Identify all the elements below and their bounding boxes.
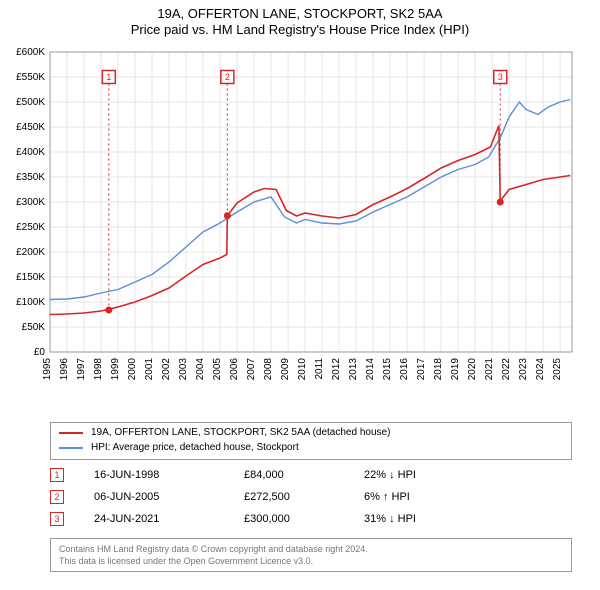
svg-text:1997: 1997 [76,358,87,381]
svg-text:£150K: £150K [16,272,45,283]
legend-item-price: 19A, OFFERTON LANE, STOCKPORT, SK2 5AA (… [59,426,563,441]
sale-row-2: 2 06-JUN-2005 £272,500 6% ↑ HPI [50,486,572,508]
svg-text:2013: 2013 [348,358,359,381]
chart-svg: £0 £50K £100K £150K £200K £250K £300K £350K £400… [0,44,600,414]
svg-text:2: 2 [225,72,230,82]
svg-text:2014: 2014 [365,358,376,381]
footer-line1: Contains HM Land Registry data © Crown c… [59,543,563,555]
svg-text:2008: 2008 [263,358,274,381]
attribution-footer: Contains HM Land Registry data © Crown c… [50,538,572,572]
svg-text:£350K: £350K [16,172,45,183]
svg-text:£50K: £50K [22,322,46,333]
legend-label-hpi: HPI: Average price, detached house, Stoc… [91,441,299,456]
sale-marker-2-icon: 2 [50,490,64,504]
legend-label-price: 19A, OFFERTON LANE, STOCKPORT, SK2 5AA (… [91,426,390,441]
svg-text:£200K: £200K [16,247,45,258]
svg-text:2015: 2015 [382,358,393,381]
svg-text:2022: 2022 [501,358,512,381]
chart-title: 19A, OFFERTON LANE, STOCKPORT, SK2 5AA P… [0,0,600,39]
svg-text:£300K: £300K [16,197,45,208]
title-line2: Price paid vs. HM Land Registry's House … [0,22,600,38]
svg-text:2016: 2016 [399,358,410,381]
svg-text:2009: 2009 [280,358,291,381]
svg-text:2023: 2023 [518,358,529,381]
sale-marker-3-icon: 3 [50,512,64,526]
svg-text:2011: 2011 [314,358,325,380]
svg-text:1998: 1998 [93,358,104,381]
footer-line2: This data is licensed under the Open Gov… [59,555,563,567]
sale-delta-2: 6% ↑ HPI [364,491,494,503]
svg-text:2004: 2004 [195,358,206,381]
svg-text:2000: 2000 [127,358,138,381]
svg-text:2025: 2025 [552,358,563,381]
legend-swatch-hpi [59,447,83,449]
svg-text:2020: 2020 [467,358,478,381]
svg-text:£250K: £250K [16,222,45,233]
svg-text:2024: 2024 [535,358,546,381]
legend-item-hpi: HPI: Average price, detached house, Stoc… [59,441,563,456]
svg-text:2018: 2018 [433,358,444,381]
svg-text:1996: 1996 [59,358,70,381]
svg-text:3: 3 [498,72,503,82]
svg-text:2021: 2021 [484,358,495,381]
svg-text:£450K: £450K [16,122,45,133]
legend: 19A, OFFERTON LANE, STOCKPORT, SK2 5AA (… [50,422,572,460]
svg-text:£100K: £100K [16,297,45,308]
svg-text:2012: 2012 [331,358,342,381]
sale-price-2: £272,500 [244,491,364,503]
sale-delta-1: 22% ↓ HPI [364,469,494,481]
sale-price-1: £84,000 [244,469,364,481]
svg-text:2005: 2005 [212,358,223,381]
svg-text:2001: 2001 [144,358,155,381]
svg-text:£550K: £550K [16,72,45,83]
svg-text:2002: 2002 [161,358,172,381]
sale-delta-3: 31% ↓ HPI [364,513,494,525]
legend-swatch-price [59,432,83,434]
svg-text:£0: £0 [34,347,46,358]
svg-text:2003: 2003 [178,358,189,381]
sale-date-1: 16-JUN-1998 [64,469,244,481]
sale-date-2: 06-JUN-2005 [64,491,244,503]
sale-marker-1-icon: 1 [50,468,64,482]
svg-text:£600K: £600K [16,47,45,58]
svg-text:2019: 2019 [450,358,461,381]
svg-text:1: 1 [106,72,111,82]
svg-text:2017: 2017 [416,358,427,381]
title-line1: 19A, OFFERTON LANE, STOCKPORT, SK2 5AA [0,6,600,22]
sale-row-3: 3 24-JUN-2021 £300,000 31% ↓ HPI [50,508,572,530]
sales-list: 1 16-JUN-1998 £84,000 22% ↓ HPI 2 06-JUN… [50,464,572,530]
sale-price-3: £300,000 [244,513,364,525]
svg-text:£400K: £400K [16,147,45,158]
svg-text:1999: 1999 [110,358,121,381]
sale-row-1: 1 16-JUN-1998 £84,000 22% ↓ HPI [50,464,572,486]
sale-date-3: 24-JUN-2021 [64,513,244,525]
svg-text:2006: 2006 [229,358,240,381]
chart-area: £0 £50K £100K £150K £200K £250K £300K £350K £400… [0,44,600,414]
svg-text:£500K: £500K [16,97,45,108]
svg-text:1995: 1995 [42,358,53,381]
svg-text:2010: 2010 [297,358,308,381]
svg-text:2007: 2007 [246,358,257,381]
